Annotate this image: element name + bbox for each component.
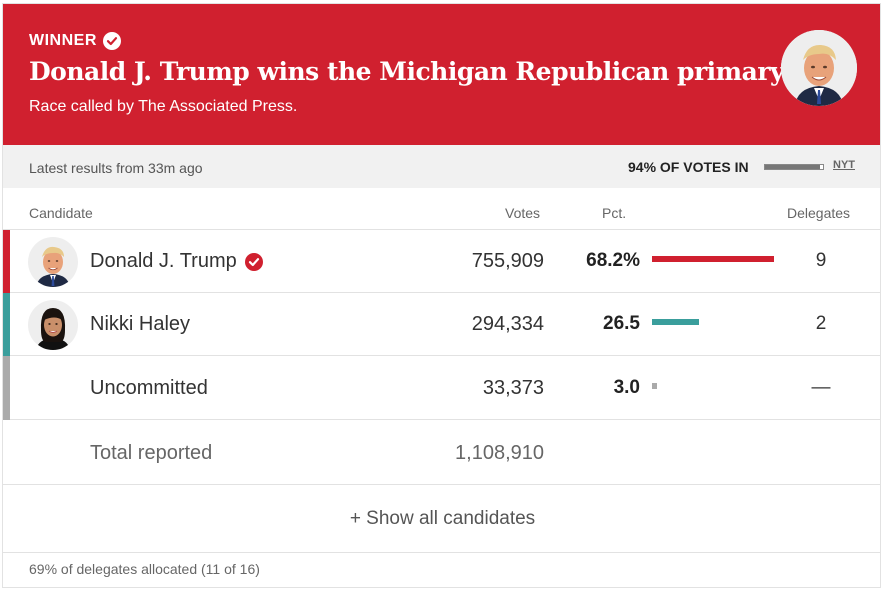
total-label: Total reported bbox=[90, 442, 213, 464]
total-votes: 1,108,910 bbox=[455, 442, 544, 464]
votes-in-progress-fill bbox=[765, 165, 820, 169]
votes-in-progress-bar bbox=[764, 164, 824, 170]
check-circle-icon bbox=[244, 252, 263, 271]
results-card: WINNER Donald J. Trump wins the Michigan… bbox=[2, 3, 881, 588]
candidate-row-uncommitted: Uncommitted 33,373 3.0 — bbox=[3, 356, 880, 420]
race-call-note: Race called by The Associated Press. bbox=[29, 98, 298, 115]
candidate-name-text: Uncommitted bbox=[90, 377, 208, 399]
results-meta-bar: Latest results from 33m ago 94% OF VOTES… bbox=[3, 145, 880, 188]
header-candidate: Candidate bbox=[29, 205, 93, 221]
candidate-row-haley: Nikki Haley 294,334 26.5 2 bbox=[3, 293, 880, 356]
candidate-avatar-trump bbox=[28, 237, 78, 287]
candidate-name: Uncommitted bbox=[90, 377, 208, 400]
candidate-votes: 755,909 bbox=[471, 250, 544, 272]
candidate-votes: 33,373 bbox=[482, 377, 544, 399]
candidate-name-text: Donald J. Trump bbox=[90, 250, 237, 272]
candidate-pct: 3.0 bbox=[613, 377, 640, 398]
check-circle-icon bbox=[102, 32, 121, 50]
candidate-votes: 294,334 bbox=[471, 313, 544, 335]
header-delegates: Delegates bbox=[787, 205, 851, 221]
winner-label: WINNER bbox=[29, 32, 97, 49]
candidate-row-trump: Donald J. Trump 755,909 68.2% 9 bbox=[3, 230, 880, 293]
candidate-pct: 26.5 bbox=[603, 313, 640, 334]
last-updated: Latest results from 33m ago bbox=[29, 160, 203, 176]
candidate-delegates: 2 bbox=[815, 313, 827, 334]
candidate-pct: 68.2% bbox=[586, 250, 640, 271]
party-color-stripe bbox=[3, 230, 10, 293]
winner-banner: WINNER Donald J. Trump wins the Michigan… bbox=[3, 4, 880, 145]
total-row: Total reported 1,108,910 bbox=[3, 420, 880, 485]
source-link[interactable]: NYT bbox=[833, 159, 855, 171]
header-pct: Pct. bbox=[602, 205, 627, 221]
party-color-stripe bbox=[3, 356, 10, 420]
table-header: Candidate Votes Pct. Delegates bbox=[3, 188, 880, 230]
winner-avatar bbox=[781, 30, 857, 106]
candidate-name-text: Nikki Haley bbox=[90, 313, 191, 335]
header-votes: Votes bbox=[505, 205, 541, 221]
delegates-allocated-note: 69% of delegates allocated (11 of 16) bbox=[29, 561, 260, 577]
winner-row: WINNER bbox=[29, 30, 121, 52]
pct-bar bbox=[652, 256, 774, 262]
party-color-stripe bbox=[3, 293, 10, 356]
votes-in-label: 94% OF VOTES IN bbox=[628, 159, 749, 175]
pct-bar bbox=[652, 319, 699, 325]
candidate-name: Nikki Haley bbox=[90, 313, 190, 336]
candidate-name: Donald J. Trump bbox=[90, 250, 263, 273]
candidate-delegates: 9 bbox=[815, 250, 827, 271]
show-all-candidates-button[interactable]: + Show all candidates bbox=[3, 485, 880, 553]
candidate-avatar-haley bbox=[28, 300, 78, 350]
pct-bar bbox=[652, 383, 657, 389]
candidate-delegates: — bbox=[811, 377, 831, 398]
headline: Donald J. Trump wins the Michigan Republ… bbox=[29, 57, 790, 86]
